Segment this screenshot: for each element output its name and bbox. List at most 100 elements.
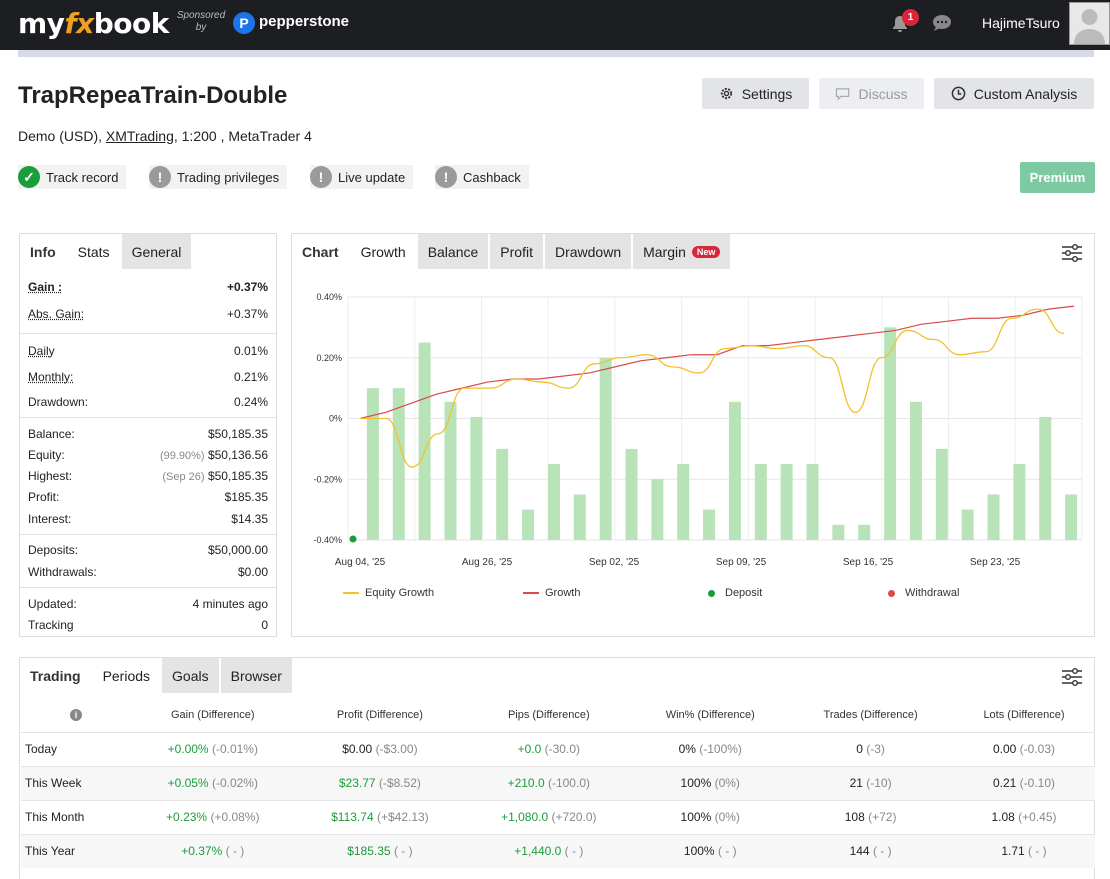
chart-bar [961, 509, 974, 540]
chart-bar [832, 524, 845, 540]
chart-bar [987, 494, 1000, 540]
cashback-badge[interactable]: ! Cashback [435, 165, 529, 189]
period-label: This Month [21, 799, 131, 834]
tab-info[interactable]: Info [20, 234, 66, 269]
table-cell: $23.77 (-$8.52) [294, 765, 466, 800]
notification-count-badge: 1 [902, 9, 919, 26]
column-header: Win% (Difference) [665, 708, 755, 721]
filter-settings-icon[interactable] [1061, 243, 1083, 263]
column-header: Gain (Difference) [170, 708, 255, 721]
table-cell: +1,080.0 (+720.0) [465, 799, 633, 834]
tab-trading[interactable]: Trading [20, 658, 91, 693]
chart-bar [547, 464, 560, 540]
exclamation-icon: ! [149, 166, 171, 188]
tab-periods[interactable]: Periods [92, 658, 161, 693]
chart-bar [651, 479, 664, 540]
chart-bar [677, 464, 690, 540]
chart-bar [625, 448, 638, 540]
chart-bar [909, 401, 922, 540]
x-tick-label: Aug 04, '25 [335, 557, 386, 568]
column-header: Pips (Difference) [507, 708, 590, 721]
tab-chart[interactable]: Chart [292, 234, 349, 269]
trading-privileges-badge[interactable]: ! Trading privileges [149, 165, 288, 189]
user-silhouette-icon [1074, 9, 1105, 44]
tab-general[interactable]: General [121, 234, 192, 269]
table-cell: +1,440.0 ( - ) [465, 833, 633, 868]
tab-growth[interactable]: Growth [350, 234, 416, 269]
x-tick-label: Sep 23, '25 [970, 557, 1021, 568]
chart-bar [858, 524, 871, 540]
sponsor-name[interactable]: pepperstone [259, 13, 350, 30]
period-label: Today [21, 731, 131, 766]
x-tick-label: Sep 09, '25 [716, 557, 767, 568]
info-header-cell: i [21, 698, 131, 732]
custom-analysis-button[interactable]: Custom Analysis [934, 78, 1094, 109]
premium-button[interactable]: Premium [1020, 162, 1095, 193]
tracking-row: Tracking 0 [28, 618, 268, 632]
column-header: Profit (Difference) [336, 708, 423, 721]
y-tick-label: 0% [329, 414, 342, 424]
chart-bar [1013, 464, 1026, 540]
y-tick-label: -0.20% [313, 474, 342, 484]
equity-growth-line [360, 308, 1065, 468]
tab-margin[interactable]: Margin New [633, 234, 731, 269]
legend-equity-growth[interactable]: Equity Growth [343, 587, 434, 599]
table-cell: 0.21 (-0.10) [953, 765, 1095, 800]
username[interactable]: HajimeTsuro [982, 15, 1060, 31]
broker-link[interactable]: XMTrading [105, 128, 174, 144]
avatar[interactable] [1069, 2, 1110, 45]
legend-growth[interactable]: Growth [523, 587, 580, 599]
monthly-row: Monthly: 0.21% [28, 370, 268, 384]
tab-browser[interactable]: Browser [220, 658, 292, 693]
chart-bar [703, 509, 716, 540]
chart-bar [1039, 416, 1052, 540]
table-cell: $185.35 ( - ) [294, 833, 466, 868]
table-row: Today +0.00% (-0.01%) $0.00 (-$3.00) +0.0 (… [21, 731, 1095, 766]
discuss-button[interactable]: Discuss [819, 78, 924, 109]
legend-withdrawal[interactable]: Withdrawal [888, 587, 959, 599]
tab-drawdown[interactable]: Drawdown [544, 234, 632, 269]
x-tick-label: Sep 16, '25 [843, 557, 894, 568]
table-row: This Month +0.23% (+0.08%) $113.74 (+$42.1… [21, 799, 1095, 834]
clock-icon [951, 86, 966, 101]
announcement-strip [18, 50, 1094, 57]
chart-bar [806, 464, 819, 540]
growth-chart[interactable]: 0.40% 0.20% 0% -0.20% -0.40% Aug 04, '25 Aug 2… [292, 234, 1094, 636]
tab-profit[interactable]: Profit [490, 234, 543, 269]
chart-bar [366, 388, 379, 540]
gain-row: Gain : +0.37% [28, 280, 268, 294]
chart-bar [444, 401, 457, 540]
sponsored-by-text: Sponsored by [176, 10, 226, 33]
settings-button[interactable]: Settings [702, 78, 809, 109]
table-row: This Year +0.37% ( - ) $185.35 ( - ) +1,440… [21, 833, 1095, 868]
myfxbook-logo[interactable]: myfxbook [18, 7, 169, 40]
table-cell: 0% (-100%) [632, 731, 789, 766]
drawdown-row: Drawdown: 0.24% [28, 395, 268, 409]
table-cell: +210.0 (-100.0) [465, 765, 633, 800]
table-cell: +0.05% (-0.02%) [131, 765, 295, 800]
info-icon[interactable]: i [70, 708, 82, 721]
pepperstone-logo-icon[interactable]: P [233, 12, 255, 34]
y-tick-label: 0.20% [316, 353, 342, 363]
exclamation-icon: ! [310, 166, 332, 188]
chart-panel: Chart Growth Balance Profit Drawdown Mar… [291, 233, 1095, 637]
table-cell: +0.37% ( - ) [131, 833, 295, 868]
tab-stats[interactable]: Stats [67, 234, 120, 269]
check-icon: ✓ [18, 166, 40, 188]
page-title: TrapRepeaTrain-Double [18, 82, 288, 109]
y-tick-label: -0.40% [313, 535, 342, 545]
table-cell: 100% ( - ) [632, 833, 789, 868]
table-cell: 0.00 (-0.03) [953, 731, 1095, 766]
filter-settings-icon[interactable] [1061, 667, 1083, 687]
chart-bar [573, 494, 586, 540]
chat-icon[interactable] [932, 14, 952, 32]
track-record-badge[interactable]: ✓ Track record [18, 165, 127, 189]
tab-balance[interactable]: Balance [417, 234, 489, 269]
chart-bar [728, 401, 741, 540]
chart-bar [599, 357, 612, 540]
gear-icon [720, 87, 732, 100]
live-update-badge[interactable]: ! Live update [310, 165, 414, 189]
legend-deposit[interactable]: Deposit [708, 587, 762, 599]
tab-goals[interactable]: Goals [162, 658, 219, 693]
deposit-point [349, 535, 357, 543]
